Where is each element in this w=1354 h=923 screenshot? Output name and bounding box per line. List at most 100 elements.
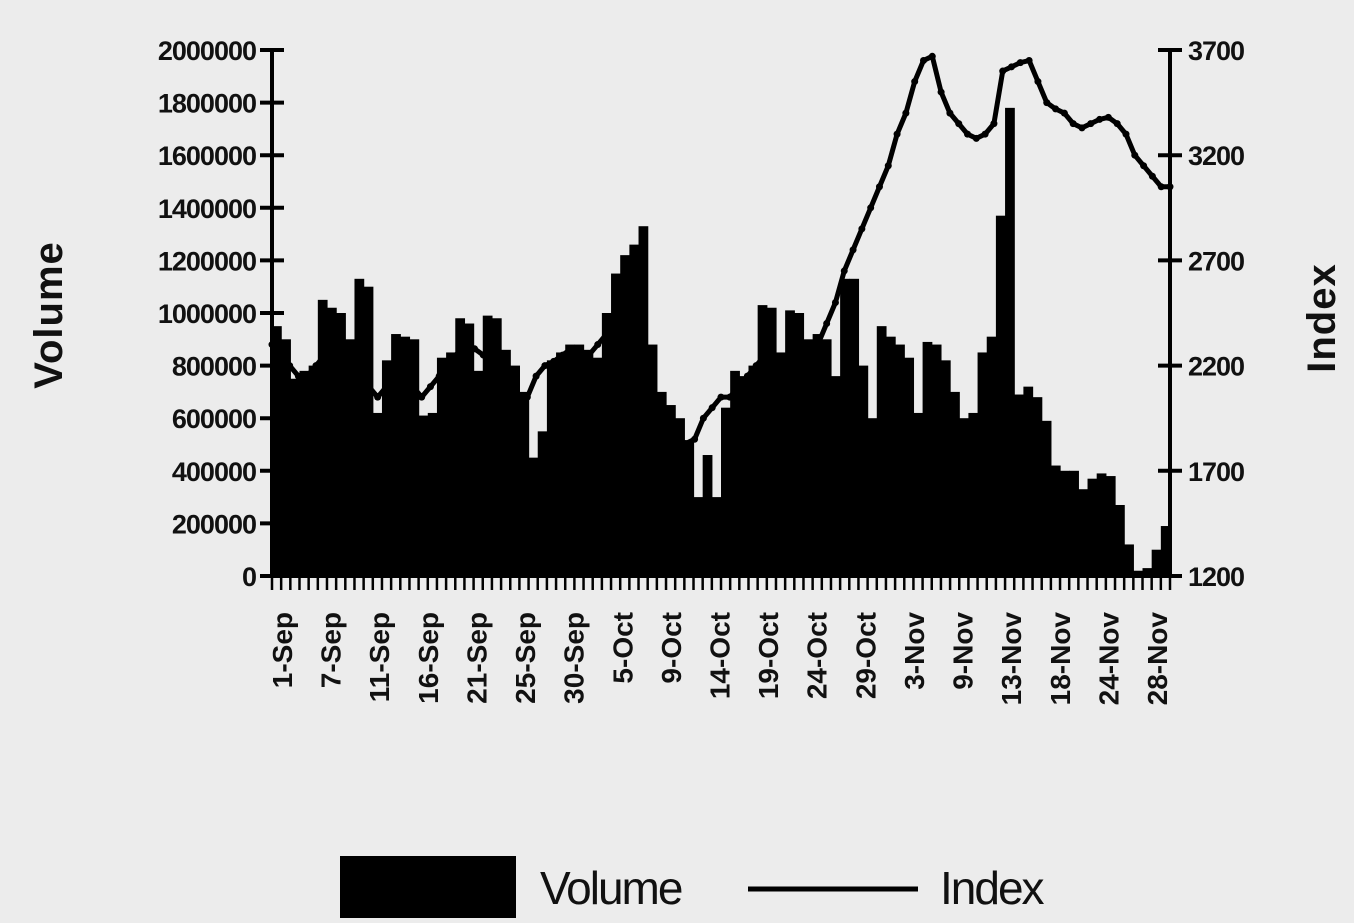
index-point <box>1122 130 1130 138</box>
index-point <box>779 357 787 365</box>
index-point <box>893 130 901 138</box>
index-point <box>453 351 461 359</box>
volume-bar <box>1115 504 1125 576</box>
index-point <box>1008 63 1016 71</box>
volume-bar <box>1133 570 1144 576</box>
index-point <box>699 414 707 422</box>
x-tick-label: 11-Sep <box>364 612 395 702</box>
index-point <box>523 393 531 401</box>
index-point <box>409 383 417 391</box>
volume-bar <box>629 244 640 576</box>
right-tick-label: 1200 <box>1188 562 1244 592</box>
index-point <box>1157 183 1165 191</box>
index-point <box>981 130 989 138</box>
index-point <box>470 345 478 353</box>
index-point <box>743 372 751 380</box>
x-tick-label: 13-Nov <box>996 612 1027 706</box>
index-point <box>312 362 320 370</box>
index-point <box>567 345 575 353</box>
index-point <box>1113 120 1121 128</box>
volume-bar <box>436 357 447 576</box>
index-point <box>1034 78 1042 86</box>
volume-bar <box>427 412 438 576</box>
x-tick-label: 9-Oct <box>656 612 687 684</box>
index-point <box>497 372 505 380</box>
index-point <box>321 351 329 359</box>
index-point <box>647 383 655 391</box>
index-point <box>831 298 839 306</box>
x-tick-label: 14-Oct <box>705 612 736 699</box>
index-point <box>928 52 936 60</box>
volume-bar <box>272 326 282 576</box>
index-point <box>655 404 663 412</box>
volume-bar <box>885 336 896 576</box>
volume-bar <box>363 286 374 576</box>
left-tick-label: 0 <box>242 562 256 592</box>
index-point <box>400 372 408 380</box>
index-point <box>1087 120 1095 128</box>
index-point <box>418 393 426 401</box>
volume-bar <box>711 497 722 576</box>
left-axis-ticks: 0 200000 400000 600000 800000 1000000 1200000 1… <box>158 36 284 592</box>
volume-bar <box>299 370 310 576</box>
volume-bar <box>455 318 466 576</box>
index-point <box>338 345 346 353</box>
legend-index-label: Index <box>940 862 1045 914</box>
volume-bar <box>336 313 346 576</box>
index-point <box>1069 120 1077 128</box>
index-point <box>286 362 294 370</box>
index-point <box>294 372 302 380</box>
index-point <box>1078 124 1086 132</box>
index-point <box>823 320 831 328</box>
index-point <box>867 204 875 212</box>
volume-bar <box>730 370 740 576</box>
volume-bar <box>775 352 786 576</box>
right-tick-label: 3200 <box>1188 141 1244 171</box>
volume-bar <box>656 391 667 576</box>
volume-bar <box>464 323 475 576</box>
left-axis-title: Volume <box>27 241 71 389</box>
volume-bar <box>501 349 511 576</box>
index-point <box>347 351 355 359</box>
volume-bar <box>620 255 630 576</box>
volume-bar <box>281 339 291 576</box>
volume-bar <box>1078 489 1089 576</box>
x-tick-label: 28-Nov <box>1142 612 1173 706</box>
volume-bar <box>986 336 997 576</box>
volume-bar <box>1032 397 1043 576</box>
volume-bar <box>1124 544 1134 576</box>
x-tick-label: 19-Oct <box>753 612 784 699</box>
x-tick-label: 18-Nov <box>1045 612 1076 706</box>
volume-bar <box>345 339 356 576</box>
volume-bar <box>601 313 612 576</box>
index-point <box>1096 115 1104 123</box>
index-point <box>1104 113 1112 121</box>
volume-bar <box>1023 386 1034 576</box>
legend: Volume Index <box>340 856 1047 918</box>
index-point <box>805 362 813 370</box>
left-tick-label: 1200000 <box>158 246 256 276</box>
legend-volume-swatch <box>340 856 516 918</box>
index-point <box>919 57 927 65</box>
x-tick-label: 16-Sep <box>413 612 444 704</box>
volume-bar <box>1060 470 1070 576</box>
index-point <box>374 393 382 401</box>
volume-bar <box>482 315 493 576</box>
volume-bar <box>1105 476 1116 576</box>
right-tick-label: 3700 <box>1188 36 1244 66</box>
volume-bar <box>537 431 548 576</box>
volume-bar <box>381 360 392 576</box>
index-point <box>585 351 593 359</box>
volume-bar <box>491 318 502 576</box>
volume-bar <box>959 418 969 576</box>
index-point <box>796 366 804 374</box>
index-point <box>814 341 822 349</box>
volume-bar <box>418 415 429 576</box>
volume-bar <box>968 412 979 576</box>
index-point <box>735 383 743 391</box>
volume-bar <box>519 391 530 576</box>
index-point <box>303 372 311 380</box>
x-axis-ticks: 1-Sep 7-Sep 11-Sep 16-Sep 21-Sep 25-Sep 30-Sep… <box>267 612 1173 706</box>
volume-bar <box>675 418 685 576</box>
volume-bar <box>1069 470 1079 576</box>
